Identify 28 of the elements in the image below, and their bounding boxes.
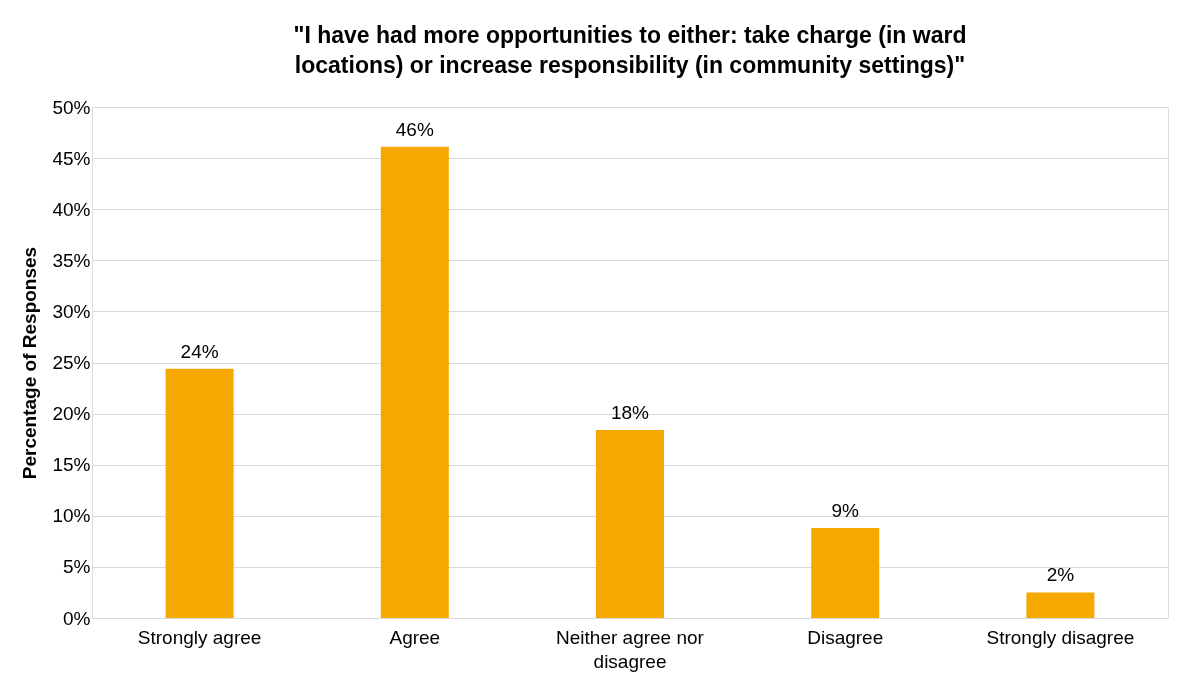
bar [165, 368, 234, 618]
data-label: 9% [831, 500, 860, 522]
x-tick-label: Strongly agree [137, 626, 262, 648]
y-tick-label: 5% [63, 556, 91, 578]
y-tick-label: 35% [52, 249, 91, 271]
bar [1026, 592, 1095, 618]
y-tick-label: 20% [52, 403, 91, 425]
y-tick-label: 15% [52, 454, 91, 476]
x-tick-label: Neither agree nor disagree [556, 626, 705, 672]
y-axis-title: Percentage of Responses [19, 246, 41, 480]
data-label: 24% [180, 340, 219, 362]
y-tick-label: 0% [63, 607, 91, 629]
data-label: 2% [1046, 564, 1075, 586]
chart-title: "I have had more opportunities to either: take charge (in ward locations) or increase responsibility (in community settings)" [293, 22, 967, 78]
bar [596, 429, 664, 618]
y-tick-label: 30% [52, 300, 91, 322]
y-tick-label: 45% [52, 147, 91, 169]
x-tick-label: Strongly disagree [986, 626, 1135, 648]
bar [811, 528, 880, 618]
x-tick-label: Agree [389, 626, 441, 648]
y-tick-label: 25% [52, 352, 91, 373]
data-label: 18% [610, 401, 650, 423]
y-tick-label: 10% [52, 505, 91, 527]
x-tick-label: Disagree [807, 626, 884, 648]
y-tick-label: 40% [52, 198, 91, 220]
y-tick-label: 50% [52, 96, 91, 118]
bar [380, 146, 449, 618]
data-label: 46% [395, 118, 434, 140]
